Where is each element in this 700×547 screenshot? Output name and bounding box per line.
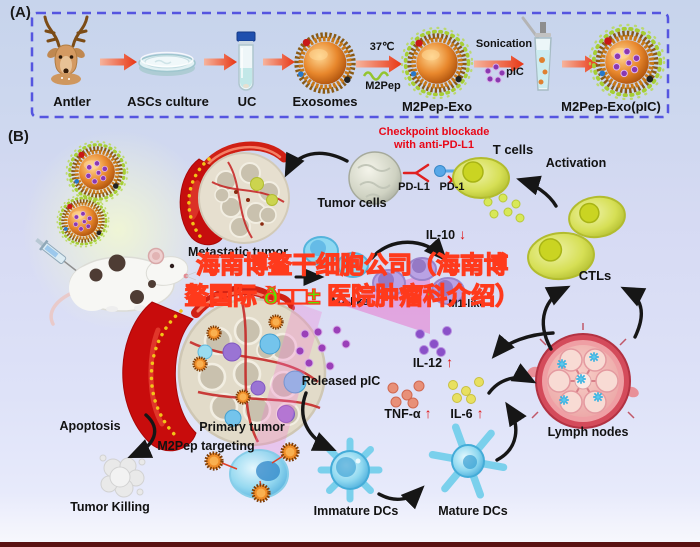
antibody-pd-l1-icon bbox=[402, 163, 430, 183]
m2-like-label: M2-like bbox=[331, 296, 369, 308]
ctls-label: CTLs bbox=[578, 268, 612, 283]
m2pep-exo-icon bbox=[400, 26, 474, 100]
mature-dcs-label: Mature DCs bbox=[438, 504, 508, 518]
sonication-label: Sonication bbox=[475, 38, 533, 50]
targeting-beam bbox=[250, 302, 322, 460]
tumor-cell-icon bbox=[348, 151, 402, 205]
released-pic-dots-icon bbox=[295, 325, 351, 371]
mouse-icon bbox=[49, 247, 197, 326]
pd-1-label: PD-1 bbox=[439, 181, 465, 193]
m2pep-peptide-icon bbox=[362, 71, 390, 81]
immature-dcs-label: Immature DCs bbox=[313, 504, 399, 518]
apoptosis-label: Apoptosis bbox=[59, 419, 121, 433]
metastatic-tumor-label: Metastatic tumor bbox=[187, 245, 289, 259]
m2pep-exo-pic-icon bbox=[588, 23, 666, 101]
petri-dish-icon bbox=[138, 51, 196, 76]
primary-tumor-illustration bbox=[122, 285, 327, 452]
syringe-icon bbox=[35, 238, 78, 272]
temp-label: 37℃ bbox=[369, 41, 395, 53]
step-label-antler: Antler bbox=[53, 94, 91, 109]
checkpoint-blockade-label-line2: with anti-PD-L1 bbox=[393, 139, 475, 151]
il6-label: IL-6 ↑ bbox=[450, 405, 484, 421]
lymph-node-icon bbox=[527, 323, 639, 429]
bottom-strip bbox=[0, 542, 700, 547]
step-label-ascs-culture: ASCs culture bbox=[127, 94, 209, 109]
released-pic-label: Released pIC bbox=[301, 374, 381, 388]
panel-a-tag: (A) bbox=[10, 4, 31, 21]
il6-dots-icon bbox=[448, 377, 484, 404]
macrophage-m2-icon bbox=[303, 236, 369, 278]
activation-label: Activation bbox=[545, 156, 607, 170]
tnf-label: TNF-α ↑ bbox=[384, 405, 432, 421]
pic-label: pIC bbox=[506, 66, 524, 78]
step-label-m2pep-exo: M2Pep-Exo bbox=[401, 99, 473, 114]
step-label-exosomes: Exosomes bbox=[292, 94, 358, 109]
process-arrows bbox=[100, 53, 598, 73]
targeted-macrophage-icon bbox=[221, 449, 289, 499]
pic-dots-icon bbox=[484, 63, 506, 84]
il10-label: IL-10 ↓ bbox=[425, 226, 467, 242]
uc-tube-icon bbox=[236, 31, 256, 91]
panel-b-tag: (B) bbox=[8, 128, 29, 145]
apoptotic-cell-icon bbox=[99, 454, 146, 498]
tnf-dots-icon bbox=[387, 380, 425, 409]
il12-label: IL-12 ↑ bbox=[412, 354, 454, 370]
t-cells-label: T cells bbox=[492, 142, 534, 157]
t-cell-icon bbox=[452, 157, 510, 199]
il10-dots-icon bbox=[483, 193, 525, 223]
flow-arrows bbox=[127, 151, 647, 510]
macrophage-m1-icon bbox=[372, 257, 465, 305]
ctl-cell-icon bbox=[527, 231, 595, 281]
tumor-cells-label: Tumor cells bbox=[317, 196, 387, 210]
immature-dc-icon bbox=[317, 437, 383, 503]
m2pep-exosome-icon bbox=[280, 442, 300, 462]
t-cell-icon bbox=[568, 195, 626, 239]
deer-icon bbox=[43, 15, 89, 85]
lymph-nodes-label: Lymph nodes bbox=[547, 425, 629, 439]
il12-dots-icon bbox=[415, 326, 452, 357]
m2pep-exosome-icon bbox=[204, 451, 224, 471]
primary-tumor-label: Primary tumor bbox=[199, 420, 285, 434]
step-label-uc: UC bbox=[237, 94, 257, 109]
watermark: 海南博鳌干细胞公司（海南博 鳌国际 ð□□± 医院肿瘤科介绍） bbox=[184, 250, 520, 312]
step-label-m2pep-exo-pic: M2Pep-Exo(pIC) bbox=[561, 99, 661, 114]
repolarization-arrow bbox=[336, 272, 430, 334]
m1-like-label: M1-like bbox=[448, 298, 486, 310]
metastatic-tumor-illustration bbox=[179, 141, 290, 246]
watermark-line2: 鳌国际 ð□□± 医院肿瘤科介绍） bbox=[184, 282, 520, 310]
mature-dc-icon bbox=[428, 423, 508, 499]
sonication-tube-icon bbox=[521, 16, 552, 91]
m2pep-exosome-icon bbox=[251, 483, 271, 503]
exosome-icon bbox=[297, 35, 353, 91]
panel-a-dashed-box bbox=[30, 11, 670, 119]
m2pep-label: M2Pep bbox=[365, 80, 401, 92]
watermark-line1: 海南博鳌干细胞公司（海南博 bbox=[195, 251, 508, 279]
m2pep-targeting-label: M2Pep targeting bbox=[157, 439, 255, 453]
pd-l1-label: PD-L1 bbox=[398, 181, 430, 193]
tumor-killing-label: Tumor Killing bbox=[70, 500, 150, 514]
checkpoint-blockade-label-line1: Checkpoint blockade bbox=[378, 126, 490, 138]
